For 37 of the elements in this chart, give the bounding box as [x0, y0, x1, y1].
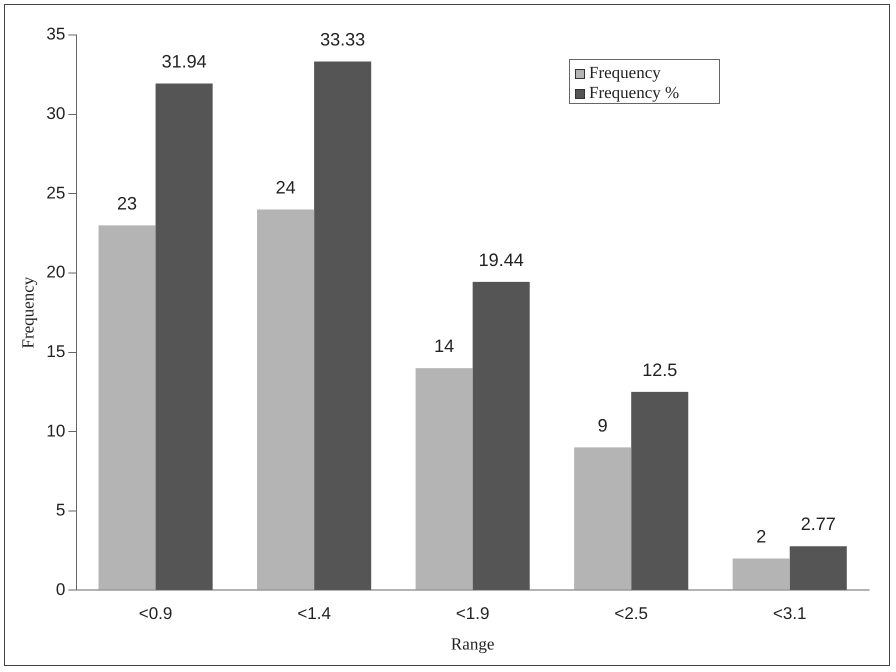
data-label: 14	[434, 336, 454, 356]
data-label: 9	[598, 415, 608, 436]
data-label: 23	[117, 193, 138, 214]
x-axis-title: Range	[450, 634, 494, 654]
bar	[416, 368, 473, 590]
legend-label: Frequency	[589, 62, 662, 82]
bar	[314, 61, 372, 590]
bar	[98, 225, 156, 590]
data-label: 19.44	[478, 250, 524, 270]
bar	[257, 209, 314, 590]
y-tick-label: 15	[46, 342, 66, 361]
bar	[790, 546, 847, 590]
legend-label: Frequency %	[589, 82, 680, 102]
bar	[631, 392, 688, 590]
x-tick-label: <3.1	[772, 604, 807, 624]
y-tick-label: 30	[46, 104, 66, 123]
data-label: 2	[756, 526, 766, 546]
y-tick-label: 0	[56, 580, 66, 599]
x-tick-label: <1.9	[456, 604, 490, 624]
y-tick-label: 35	[46, 24, 66, 44]
y-tick-label: 20	[46, 262, 66, 282]
bar	[732, 558, 790, 590]
y-axis-title: Frequency	[18, 276, 38, 348]
data-label: 2.77	[800, 514, 836, 534]
bar	[574, 447, 632, 590]
x-tick-label: <2.5	[614, 604, 648, 624]
y-tick-label: 5	[56, 500, 66, 520]
y-tick-label: 10	[46, 421, 66, 440]
bar	[156, 84, 213, 590]
data-label: 24	[276, 177, 296, 198]
data-label: 31.94	[162, 52, 207, 72]
data-label: 12.5	[642, 360, 678, 380]
x-tick-label: <1.4	[297, 604, 331, 624]
y-tick-label: 25	[46, 183, 66, 202]
data-label: 33.33	[320, 29, 366, 50]
x-tick-label: <0.9	[138, 604, 172, 624]
bar	[472, 282, 530, 590]
